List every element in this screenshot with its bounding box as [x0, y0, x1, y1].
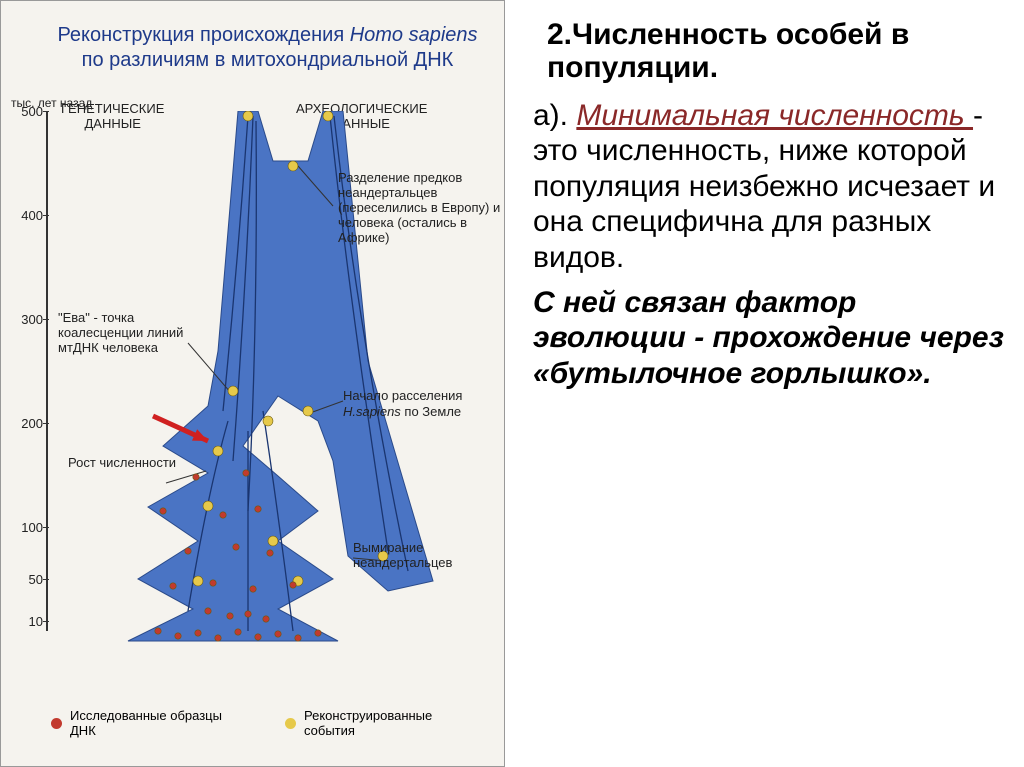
plot-annotation: Разделение предков неандертальцев (перес…	[338, 171, 508, 246]
plot-annotation: Начало расселения	[343, 389, 513, 404]
p1-prefix: а).	[533, 99, 576, 132]
plot-annotation: H.sapiens по Земле	[343, 405, 533, 420]
heading-text: 2.Численность особей в популяции	[547, 18, 909, 84]
y-tick-label: 200	[13, 416, 43, 431]
y-tick-label: 500	[13, 104, 43, 119]
title-part1: Реконструкция происхождения	[57, 24, 349, 46]
plot-annotation: Вымирание неандертальцев	[353, 541, 523, 571]
legend-label: Исследованные образцы ДНК	[70, 708, 240, 738]
plot-annotation: "Ева" - точка коалесценции линий мтДНК ч…	[58, 311, 208, 356]
diagram-panel: Реконструкция происхождения Homo sapiens…	[0, 0, 505, 767]
legend-label: Реконструированные события	[304, 708, 474, 738]
paragraph-bottleneck: С ней связан фактор эволюции - прохожден…	[533, 285, 1004, 391]
text-panel: 2.Численность особей в популяции. а). Ми…	[505, 0, 1024, 767]
title-part2: по различиям в митохондриальной ДНК	[82, 49, 454, 71]
diagram-title: Реконструкция происхождения Homo sapiens…	[51, 23, 484, 73]
plot-area: Разделение предков неандертальцев (перес…	[48, 111, 498, 631]
section-heading: 2.Численность особей в популяции.	[533, 18, 1004, 84]
legend-dot	[285, 718, 296, 729]
plot-annotation: Рост численности	[68, 456, 188, 471]
legend-dot	[51, 718, 62, 729]
y-tick-label: 300	[13, 312, 43, 327]
legend: Исследованные образцы ДНК Реконструирован…	[51, 708, 484, 738]
title-italic: Homo sapiens	[350, 24, 478, 46]
y-tick-label: 100	[13, 520, 43, 535]
legend-item: Реконструированные события	[285, 708, 474, 738]
y-tick-label: 400	[13, 208, 43, 223]
y-tick-label: 10	[13, 614, 43, 629]
p1-term: Минимальная численность	[576, 99, 973, 132]
y-tick-label: 50	[13, 572, 43, 587]
legend-item: Исследованные образцы ДНК	[51, 708, 240, 738]
paragraph-definition: а). Минимальная численность - это числен…	[533, 98, 1004, 275]
